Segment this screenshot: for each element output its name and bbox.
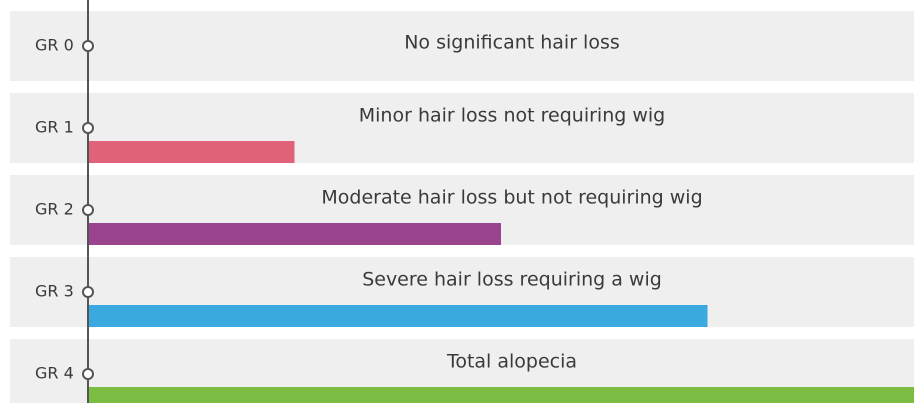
grade-label: GR 0 — [35, 36, 74, 55]
grade-description: Severe hair loss requiring a wig — [362, 269, 662, 291]
grade-label: GR 1 — [35, 118, 74, 137]
grade-bar — [88, 387, 914, 407]
row-background — [10, 11, 914, 81]
grade-description: No significant hair loss — [404, 32, 620, 54]
axis-node — [82, 286, 94, 298]
axis-node — [82, 204, 94, 216]
axis-node — [82, 368, 94, 380]
grade-label: GR 2 — [35, 200, 74, 219]
grade-label: GR 3 — [35, 282, 74, 301]
grade-bar — [88, 223, 501, 245]
grade-description: Moderate hair loss but not requiring wig — [321, 187, 702, 209]
grade-bar — [88, 305, 708, 327]
axis-node — [82, 40, 94, 52]
grade-bar — [88, 141, 295, 163]
grade-description: Total alopecia — [446, 351, 577, 373]
axis-node — [82, 122, 94, 134]
grade-label: GR 4 — [35, 364, 74, 383]
grade-description: Minor hair loss not requiring wig — [359, 105, 665, 127]
